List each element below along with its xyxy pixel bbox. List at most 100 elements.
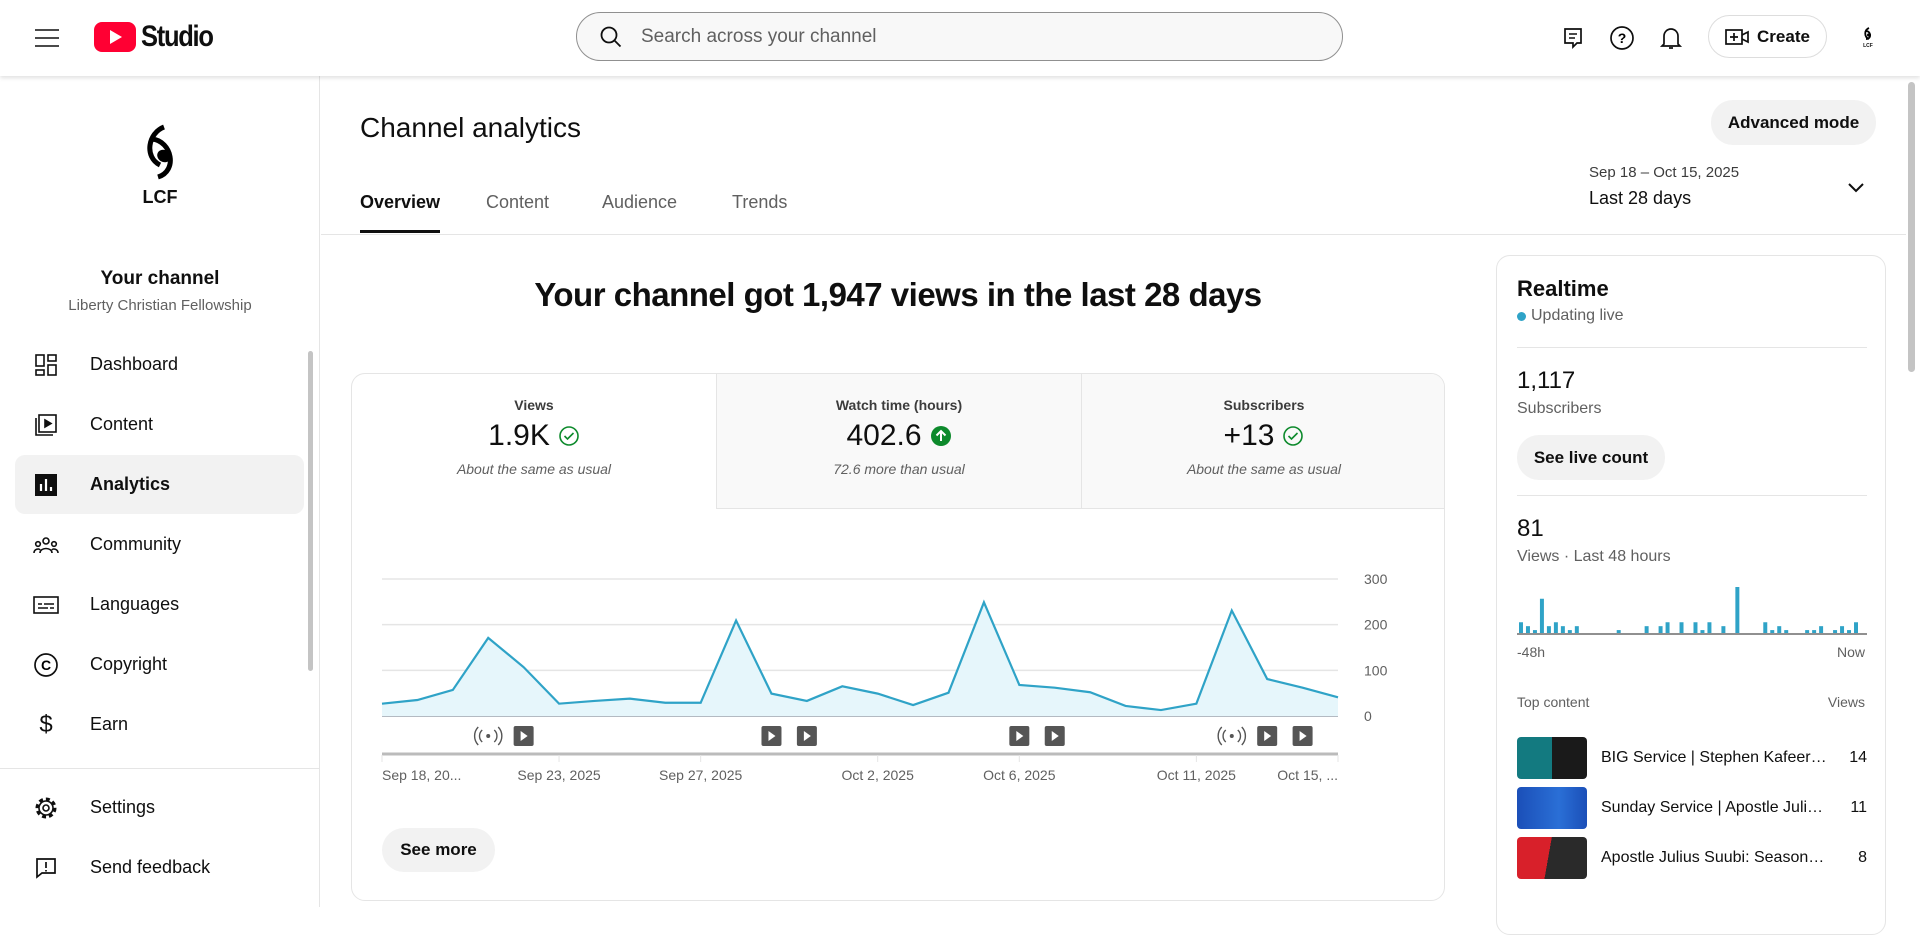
x-tick-label: Oct 15, ...: [1277, 767, 1338, 783]
x-tick-label: Oct 11, 2025: [1157, 767, 1236, 783]
realtime-bar[interactable]: [1680, 622, 1684, 634]
realtime-bar[interactable]: [1519, 622, 1523, 634]
x-tick-label: Oct 2, 2025: [842, 767, 915, 783]
page-scrollbar[interactable]: [1908, 82, 1915, 372]
see-more-button[interactable]: See more: [382, 828, 495, 872]
notifications-icon[interactable]: [1655, 22, 1687, 54]
realtime-bar[interactable]: [1735, 587, 1739, 634]
create-button[interactable]: Create: [1708, 15, 1827, 58]
advanced-mode-button[interactable]: Advanced mode: [1711, 100, 1876, 145]
tab-audience[interactable]: Audience: [602, 192, 677, 233]
svg-text:C: C: [41, 657, 51, 673]
date-preset: Last 28 days: [1589, 188, 1879, 209]
account-avatar[interactable]: LCF: [1852, 22, 1884, 54]
comment-icon[interactable]: [1557, 22, 1589, 54]
search-box[interactable]: [576, 12, 1343, 61]
realtime-bar[interactable]: [1840, 626, 1844, 634]
menu-icon[interactable]: [31, 22, 63, 54]
tab-overview[interactable]: Overview: [360, 192, 440, 233]
sidebar-scrollbar[interactable]: [308, 351, 313, 671]
sidebar-item-settings[interactable]: Settings: [15, 778, 304, 837]
tab-trends[interactable]: Trends: [732, 192, 787, 233]
realtime-bar[interactable]: [1854, 622, 1858, 634]
video-thumbnail: [1517, 737, 1587, 779]
sidebar-item-content[interactable]: Content: [15, 395, 304, 454]
feedback-icon: [31, 856, 61, 880]
help-icon[interactable]: ?: [1606, 22, 1638, 54]
gear-icon: [31, 795, 61, 821]
sidebar-item-analytics[interactable]: Analytics: [15, 455, 304, 514]
channel-logo[interactable]: LCF: [117, 123, 203, 223]
x-tick-label: Sep 27, 2025: [659, 767, 743, 783]
realtime-bar[interactable]: [1693, 622, 1697, 634]
dashboard-icon: [31, 353, 61, 377]
top-content-row[interactable]: Apostle Julius Suubi: Season of... 8: [1517, 837, 1867, 879]
svg-text:?: ?: [1618, 30, 1627, 46]
realtime-title: Realtime: [1517, 276, 1609, 302]
community-icon: [31, 534, 61, 556]
top-content-label: Top content: [1517, 694, 1589, 710]
date-range: Sep 18 – Oct 15, 2025: [1589, 164, 1879, 181]
y-tick-label: 200: [1364, 617, 1388, 633]
views-column-label: Views: [1828, 694, 1865, 710]
views-label: Views · Last 48 hours: [1517, 548, 1671, 566]
top-header: Studio ? Create LCF: [0, 0, 1920, 76]
realtime-bar[interactable]: [1721, 626, 1725, 634]
sidebar-divider: [0, 768, 320, 769]
live-dot-icon: [1517, 312, 1526, 321]
realtime-bar[interactable]: [1659, 626, 1663, 634]
logo-text: Studio: [141, 20, 213, 54]
analytics-icon: [31, 474, 61, 496]
channel-name: Liberty Christian Fellowship: [0, 297, 320, 314]
tab-content[interactable]: Content: [486, 192, 549, 233]
axis-start-label: -48h: [1517, 644, 1545, 660]
video-thumbnail: [1517, 837, 1587, 879]
area-fill: [382, 602, 1338, 716]
date-range-picker[interactable]: Sep 18 – Oct 15, 2025 Last 28 days: [1589, 164, 1879, 214]
realtime-bar[interactable]: [1554, 622, 1558, 634]
realtime-bar[interactable]: [1707, 622, 1711, 634]
realtime-bar[interactable]: [1763, 622, 1767, 634]
live-marker-icon: [1230, 734, 1234, 738]
sidebar-item-send-feedback[interactable]: Send feedback: [15, 838, 304, 897]
y-tick-label: 0: [1364, 708, 1372, 724]
realtime-bar[interactable]: [1777, 626, 1781, 634]
realtime-card: Realtime Updating live 1,117 Subscribers…: [1496, 255, 1886, 935]
youtube-logo-icon: [94, 22, 136, 52]
divider: [1517, 495, 1867, 496]
search-icon: [599, 25, 623, 49]
copyright-icon: C: [31, 652, 61, 678]
search-input[interactable]: [641, 13, 1321, 60]
sidebar-item-copyright[interactable]: C Copyright: [15, 635, 304, 694]
realtime-bar[interactable]: [1540, 599, 1544, 634]
sidebar-item-earn[interactable]: $ Earn: [15, 695, 304, 754]
page-title: Channel analytics: [360, 112, 581, 144]
dollar-icon: $: [31, 711, 61, 739]
x-tick-label: Sep 18, 20...: [382, 767, 461, 783]
realtime-bar[interactable]: [1666, 622, 1670, 634]
views-count: 81: [1517, 515, 1544, 543]
sidebar-item-languages[interactable]: Languages: [15, 575, 304, 634]
realtime-bar[interactable]: [1819, 626, 1823, 634]
axis-end-label: Now: [1837, 644, 1865, 660]
sidebar-item-dashboard[interactable]: Dashboard: [15, 335, 304, 394]
realtime-bar[interactable]: [1526, 626, 1530, 634]
y-tick-label: 100: [1364, 662, 1388, 678]
realtime-bar[interactable]: [1547, 626, 1551, 634]
top-content-row[interactable]: BIG Service | Stephen Kafeero... 14: [1517, 737, 1867, 779]
x-tick-label: Sep 23, 2025: [517, 767, 601, 783]
top-content-row[interactable]: Sunday Service | Apostle Julius... 11: [1517, 787, 1867, 829]
sidebar-item-community[interactable]: Community: [15, 515, 304, 574]
realtime-bar[interactable]: [1575, 626, 1579, 634]
realtime-bar[interactable]: [1645, 626, 1649, 634]
see-live-count-button[interactable]: See live count: [1517, 435, 1665, 480]
overview-card: Views 1.9K About the same as usual Watch…: [351, 373, 1445, 901]
youtube-studio-logo[interactable]: Studio: [94, 20, 225, 54]
headline: Your channel got 1,947 views in the last…: [351, 276, 1445, 314]
header-divider: [321, 234, 1906, 235]
x-tick-label: Oct 6, 2025: [983, 767, 1056, 783]
content-icon: [31, 413, 61, 437]
chevron-down-icon: [1847, 182, 1865, 194]
realtime-bar[interactable]: [1561, 626, 1565, 634]
